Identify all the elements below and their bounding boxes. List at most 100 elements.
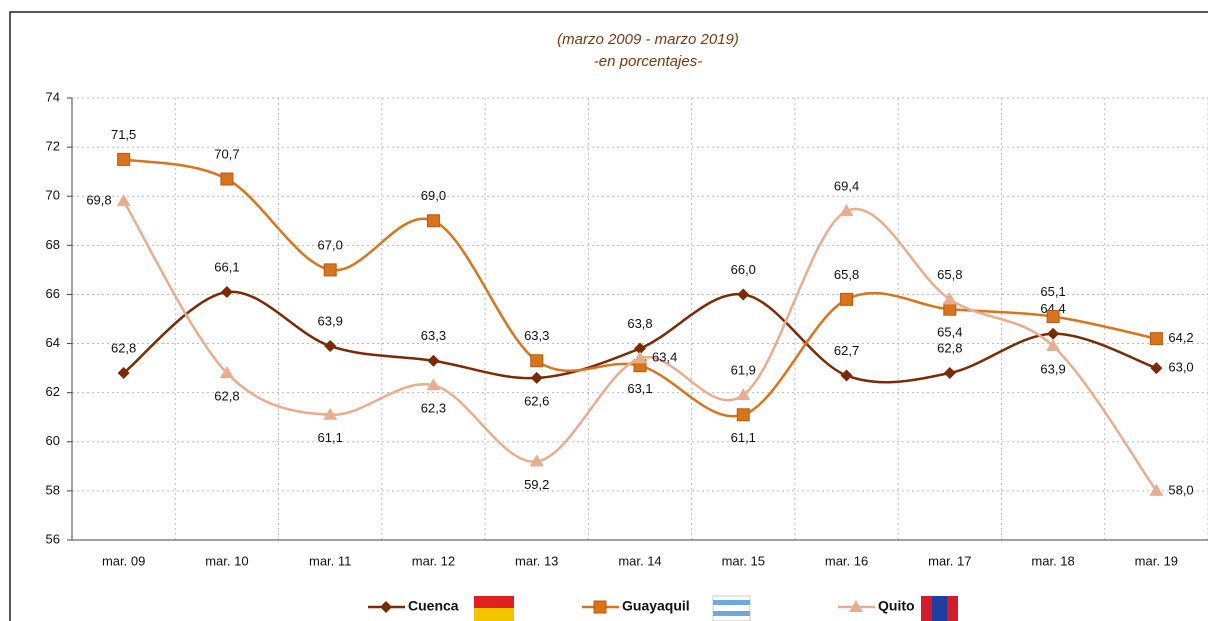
marker (737, 288, 750, 301)
y-tick-label: 68 (46, 237, 60, 252)
marker (1046, 339, 1061, 352)
data-label: 69,4 (834, 178, 859, 193)
marker (736, 388, 751, 401)
marker (530, 371, 543, 384)
legend-label: Guayaquil (622, 598, 690, 614)
marker (220, 285, 233, 298)
data-label: 59,2 (524, 477, 549, 492)
marker (219, 366, 234, 379)
flag (474, 596, 514, 608)
marker (634, 342, 646, 355)
marker (840, 369, 853, 382)
data-label: 65,4 (937, 325, 962, 340)
marker (427, 354, 440, 367)
flag (713, 611, 750, 616)
data-label: 63,0 (1168, 360, 1193, 375)
data-label: 62,6 (524, 393, 549, 408)
data-label: 63,8 (627, 316, 652, 331)
data-label: 66,0 (731, 262, 756, 277)
flag (474, 608, 514, 621)
data-label: 71,5 (111, 127, 136, 142)
marker (593, 600, 607, 614)
marker (943, 367, 956, 380)
data-label: 63,1 (627, 381, 652, 396)
flag (932, 596, 947, 621)
x-tick-label: mar. 15 (722, 553, 765, 568)
data-label: 62,8 (111, 340, 136, 355)
data-label: 61,1 (318, 430, 343, 445)
frame (9, 11, 1208, 621)
y-tick-label: 74 (46, 89, 60, 104)
marker (1150, 362, 1163, 375)
data-label: 58,0 (1168, 482, 1193, 497)
flag (713, 600, 750, 605)
data-label: 69,0 (421, 188, 446, 203)
data-label: 62,3 (421, 401, 446, 416)
y-tick-label: 70 (46, 188, 60, 203)
chart-subtitle: -en porcentajes- (594, 53, 702, 70)
marker (942, 292, 957, 305)
x-tick-label: mar. 14 (618, 553, 661, 568)
marker (849, 600, 863, 612)
series-line (122, 200, 1158, 492)
marker (1149, 483, 1164, 496)
marker (839, 203, 854, 216)
data-label: 62,8 (937, 340, 962, 355)
data-label: 63,3 (524, 328, 549, 343)
marker (117, 152, 131, 166)
series-line (123, 158, 1157, 418)
x-tick-label: mar. 17 (928, 553, 971, 568)
data-label: 63,3 (421, 328, 446, 343)
marker (1047, 327, 1060, 340)
y-tick-label: 62 (46, 384, 60, 399)
marker (324, 340, 337, 353)
marker (220, 172, 234, 186)
x-tick-label: mar. 11 (309, 553, 351, 568)
y-tick-label: 72 (46, 139, 60, 154)
legend-label: Cuenca (408, 598, 459, 614)
data-label: 64,2 (1168, 330, 1193, 345)
data-label: 65,8 (937, 267, 962, 282)
y-tick-label: 66 (46, 286, 60, 301)
marker (117, 367, 130, 380)
marker (323, 263, 337, 277)
chart-title: (marzo 2009 - marzo 2019) (557, 31, 739, 48)
marker (380, 601, 392, 613)
marker (840, 292, 854, 306)
data-label: 62,7 (834, 343, 859, 358)
data-label: 65,1 (1040, 284, 1065, 299)
x-tick-label: mar. 19 (1135, 553, 1178, 568)
y-tick-label: 58 (46, 482, 60, 497)
marker (1046, 310, 1060, 324)
x-tick-label: mar. 13 (515, 553, 558, 568)
flag (712, 595, 751, 621)
marker (116, 194, 131, 207)
legend-label: Quito (878, 598, 915, 614)
data-label: 63,9 (1040, 361, 1065, 376)
flags (474, 595, 958, 621)
data-label: 61,9 (731, 363, 756, 378)
x-tick-label: mar. 12 (412, 553, 455, 568)
data-label: 66,1 (214, 259, 239, 274)
data-label: 63,4 (652, 350, 677, 365)
marker (426, 214, 440, 228)
marker (943, 302, 957, 316)
x-tick-label: mar. 09 (102, 553, 145, 568)
marker (530, 354, 544, 368)
y-tick-label: 64 (46, 335, 60, 350)
marker (1149, 332, 1163, 346)
x-tick-label: mar. 18 (1031, 553, 1074, 568)
data-label: 65,8 (834, 267, 859, 282)
data-label: 67,0 (318, 237, 343, 252)
data-label: 61,1 (731, 430, 756, 445)
marker (323, 407, 338, 420)
y-tick-label: 56 (46, 531, 60, 546)
marker (633, 351, 647, 364)
x-tick-label: mar. 16 (825, 553, 868, 568)
y-tick-label: 60 (46, 433, 60, 448)
marker (426, 378, 441, 391)
data-label: 62,8 (214, 388, 239, 403)
data-label: 63,9 (318, 313, 343, 328)
data-label: 70,7 (214, 146, 239, 161)
